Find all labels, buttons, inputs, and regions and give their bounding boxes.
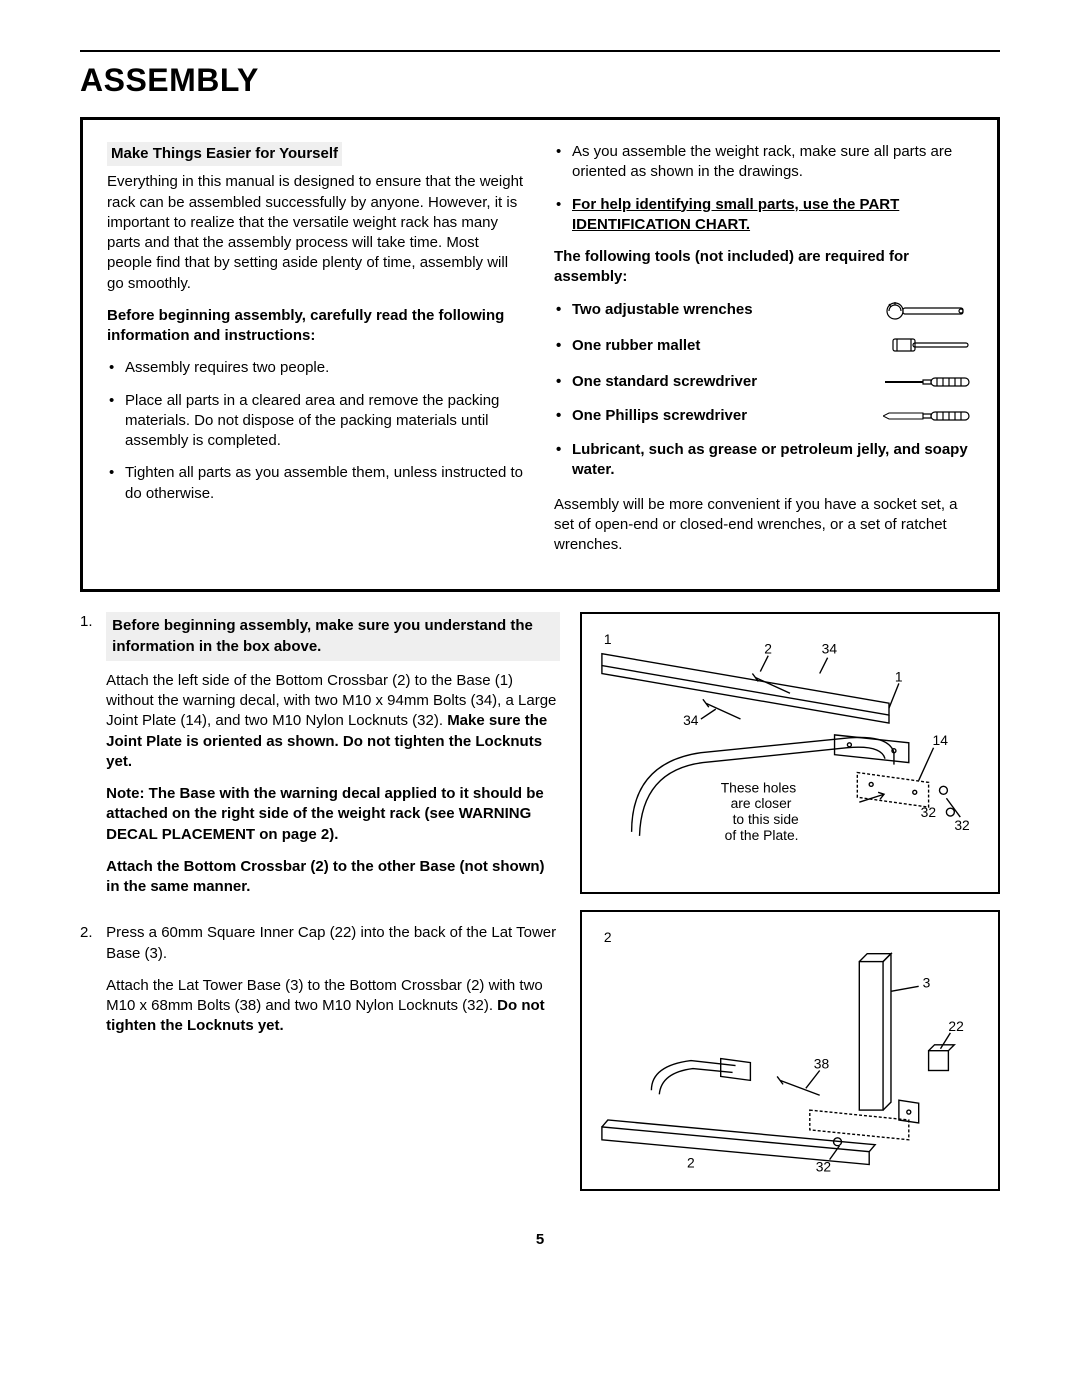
tool-flat-screwdriver: One standard screwdriver: [554, 372, 973, 392]
mallet-icon: [883, 336, 973, 358]
tool-lubricant-label: Lubricant, such as grease or petroleum j…: [572, 440, 973, 481]
d2-c6: 2: [687, 1154, 695, 1170]
left-bullets: Assembly requires two people. Place all …: [107, 358, 526, 504]
d1-c5: 34: [683, 712, 699, 728]
diagram-1: 1 2 34 1 34 14 32 32 These holes are clo…: [580, 612, 1000, 893]
right-bullet-1: As you assemble the weight rack, make su…: [554, 142, 973, 183]
step-1-p1: Attach the left side of the Bottom Cross…: [106, 671, 560, 772]
d1-c3: 34: [822, 641, 838, 657]
d1-note2: are closer: [731, 795, 792, 811]
d2-c5: 32: [816, 1158, 831, 1174]
diagram-2: 2 3 38 22 32 2: [580, 910, 1000, 1191]
steps-left-col: 1. Before beginning assembly, make sure …: [80, 612, 562, 1207]
step-1-p3: Attach the Bottom Crossbar (2) to the ot…: [106, 857, 560, 898]
intro-heading: Make Things Easier for Yourself: [107, 142, 342, 166]
closing-para: Assembly will be more convenient if you …: [554, 495, 973, 556]
step-1-body: Before beginning assembly, make sure you…: [106, 612, 560, 909]
step-1: 1. Before beginning assembly, make sure …: [80, 612, 562, 909]
steps-area: 1. Before beginning assembly, make sure …: [80, 612, 1000, 1207]
intro-right-col: As you assemble the weight rack, make su…: [554, 142, 973, 567]
d1-note3: to this side: [733, 811, 799, 827]
right-top-bullets: As you assemble the weight rack, make su…: [554, 142, 973, 235]
left-bullet-3: Tighten all parts as you assemble them, …: [107, 463, 526, 504]
tool-lubricant: Lubricant, such as grease or petroleum j…: [554, 440, 973, 481]
tool-phillips-screwdriver: One Phillips screwdriver: [554, 406, 973, 426]
wrench-icon: [883, 300, 973, 322]
right-bullet-2-text: For help identifying small parts, use th…: [572, 196, 899, 233]
d1-c4: 1: [895, 669, 903, 685]
diagram-1-svg: 1 2 34 1 34 14 32 32 These holes are clo…: [592, 624, 988, 881]
step-1-p2: Note: The Base with the warning decal ap…: [106, 784, 560, 845]
steps-right-col: 1 2 34 1 34 14 32 32 These holes are clo…: [580, 612, 1000, 1207]
intro-columns: Make Things Easier for Yourself Everythi…: [107, 142, 973, 567]
d2-c2: 3: [923, 974, 931, 990]
d1-note4: of the Plate.: [725, 827, 799, 843]
step-1-num: 1.: [80, 612, 102, 632]
step-2-p2: Attach the Lat Tower Base (3) to the Bot…: [106, 976, 560, 1037]
before-heading: Before beginning assembly, carefully rea…: [107, 306, 526, 347]
d2-c4: 22: [948, 1018, 963, 1034]
page-title: ASSEMBLY: [80, 62, 1000, 99]
tool-wrench: Two adjustable wrenches: [554, 300, 973, 322]
tool-mallet: One rubber mallet: [554, 336, 973, 358]
d1-c2: 2: [764, 641, 772, 657]
left-bullet-1: Assembly requires two people.: [107, 358, 526, 378]
tool-flat-label: One standard screwdriver: [572, 372, 757, 392]
tool-wrench-label: Two adjustable wrenches: [572, 300, 753, 320]
step-2: 2. Press a 60mm Square Inner Cap (22) in…: [80, 923, 562, 1048]
page-number: 5: [80, 1231, 1000, 1248]
tool-phillips-label: One Phillips screwdriver: [572, 406, 747, 426]
intro-box: Make Things Easier for Yourself Everythi…: [80, 117, 1000, 592]
tools-heading: The following tools (not included) are r…: [554, 247, 973, 288]
step-2-p2a: Attach the Lat Tower Base (3) to the Bot…: [106, 977, 543, 1014]
page: ASSEMBLY Make Things Easier for Yourself…: [0, 0, 1080, 1278]
d2-c3: 38: [814, 1055, 830, 1071]
right-bullet-2: For help identifying small parts, use th…: [554, 195, 973, 236]
diagram-2-svg: 2 3 38 22 32 2: [592, 922, 988, 1179]
left-bullet-2: Place all parts in a cleared area and re…: [107, 391, 526, 452]
tool-mallet-label: One rubber mallet: [572, 336, 700, 356]
intro-left-col: Make Things Easier for Yourself Everythi…: [107, 142, 526, 567]
d1-c1: 1: [604, 631, 612, 647]
top-rule: [80, 50, 1000, 52]
flat-screwdriver-icon: [883, 372, 973, 392]
intro-para: Everything in this manual is designed to…: [107, 172, 526, 294]
step-2-num: 2.: [80, 923, 102, 943]
step-2-body: Press a 60mm Square Inner Cap (22) into …: [106, 923, 560, 1048]
tools-list: Two adjustable wrenches: [554, 300, 973, 481]
d1-c6: 14: [933, 732, 949, 748]
step-2-p1: Press a 60mm Square Inner Cap (22) into …: [106, 923, 560, 964]
phillips-screwdriver-icon: [883, 406, 973, 426]
d1-note1: These holes: [721, 780, 796, 796]
d2-c1: 2: [604, 928, 612, 944]
d1-c7b: 32: [921, 804, 936, 820]
d1-c7: 32: [954, 817, 969, 833]
step-1-shaded: Before beginning assembly, make sure you…: [106, 612, 560, 661]
